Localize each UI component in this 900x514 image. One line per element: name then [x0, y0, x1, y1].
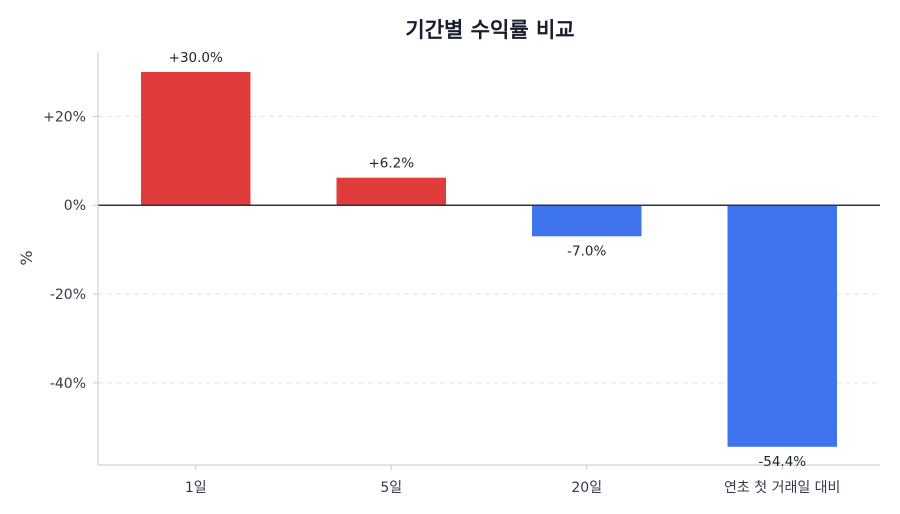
chart-title: 기간별 수익률 비교 — [405, 18, 574, 42]
axes — [93, 52, 880, 470]
y-axis-title: % — [17, 250, 36, 265]
y-tick-label: -20% — [50, 287, 86, 303]
labels: +20% 0% -20% -40% +30.0% 1일 +6.2% 5일 -7.0% 20일 -54… — [43, 50, 840, 496]
data-label: +6.2% — [368, 156, 414, 172]
bar — [336, 177, 446, 206]
bar — [727, 205, 837, 447]
data-label: -7.0% — [567, 243, 606, 259]
data-label: +30.0% — [169, 50, 223, 66]
data-label: -54.4% — [758, 454, 806, 470]
bar — [141, 71, 251, 206]
x-tick-label: 20일 — [571, 480, 602, 496]
x-tick-label: 1일 — [185, 480, 207, 496]
x-tick-label: 5일 — [380, 480, 402, 496]
y-tick-label: +20% — [43, 109, 86, 125]
bars — [141, 71, 837, 447]
y-tick-label: 0% — [64, 198, 86, 214]
x-tick-label: 연초 첫 거래일 대비 — [724, 480, 840, 496]
bar — [532, 205, 642, 237]
y-tick-label: -40% — [50, 376, 86, 392]
